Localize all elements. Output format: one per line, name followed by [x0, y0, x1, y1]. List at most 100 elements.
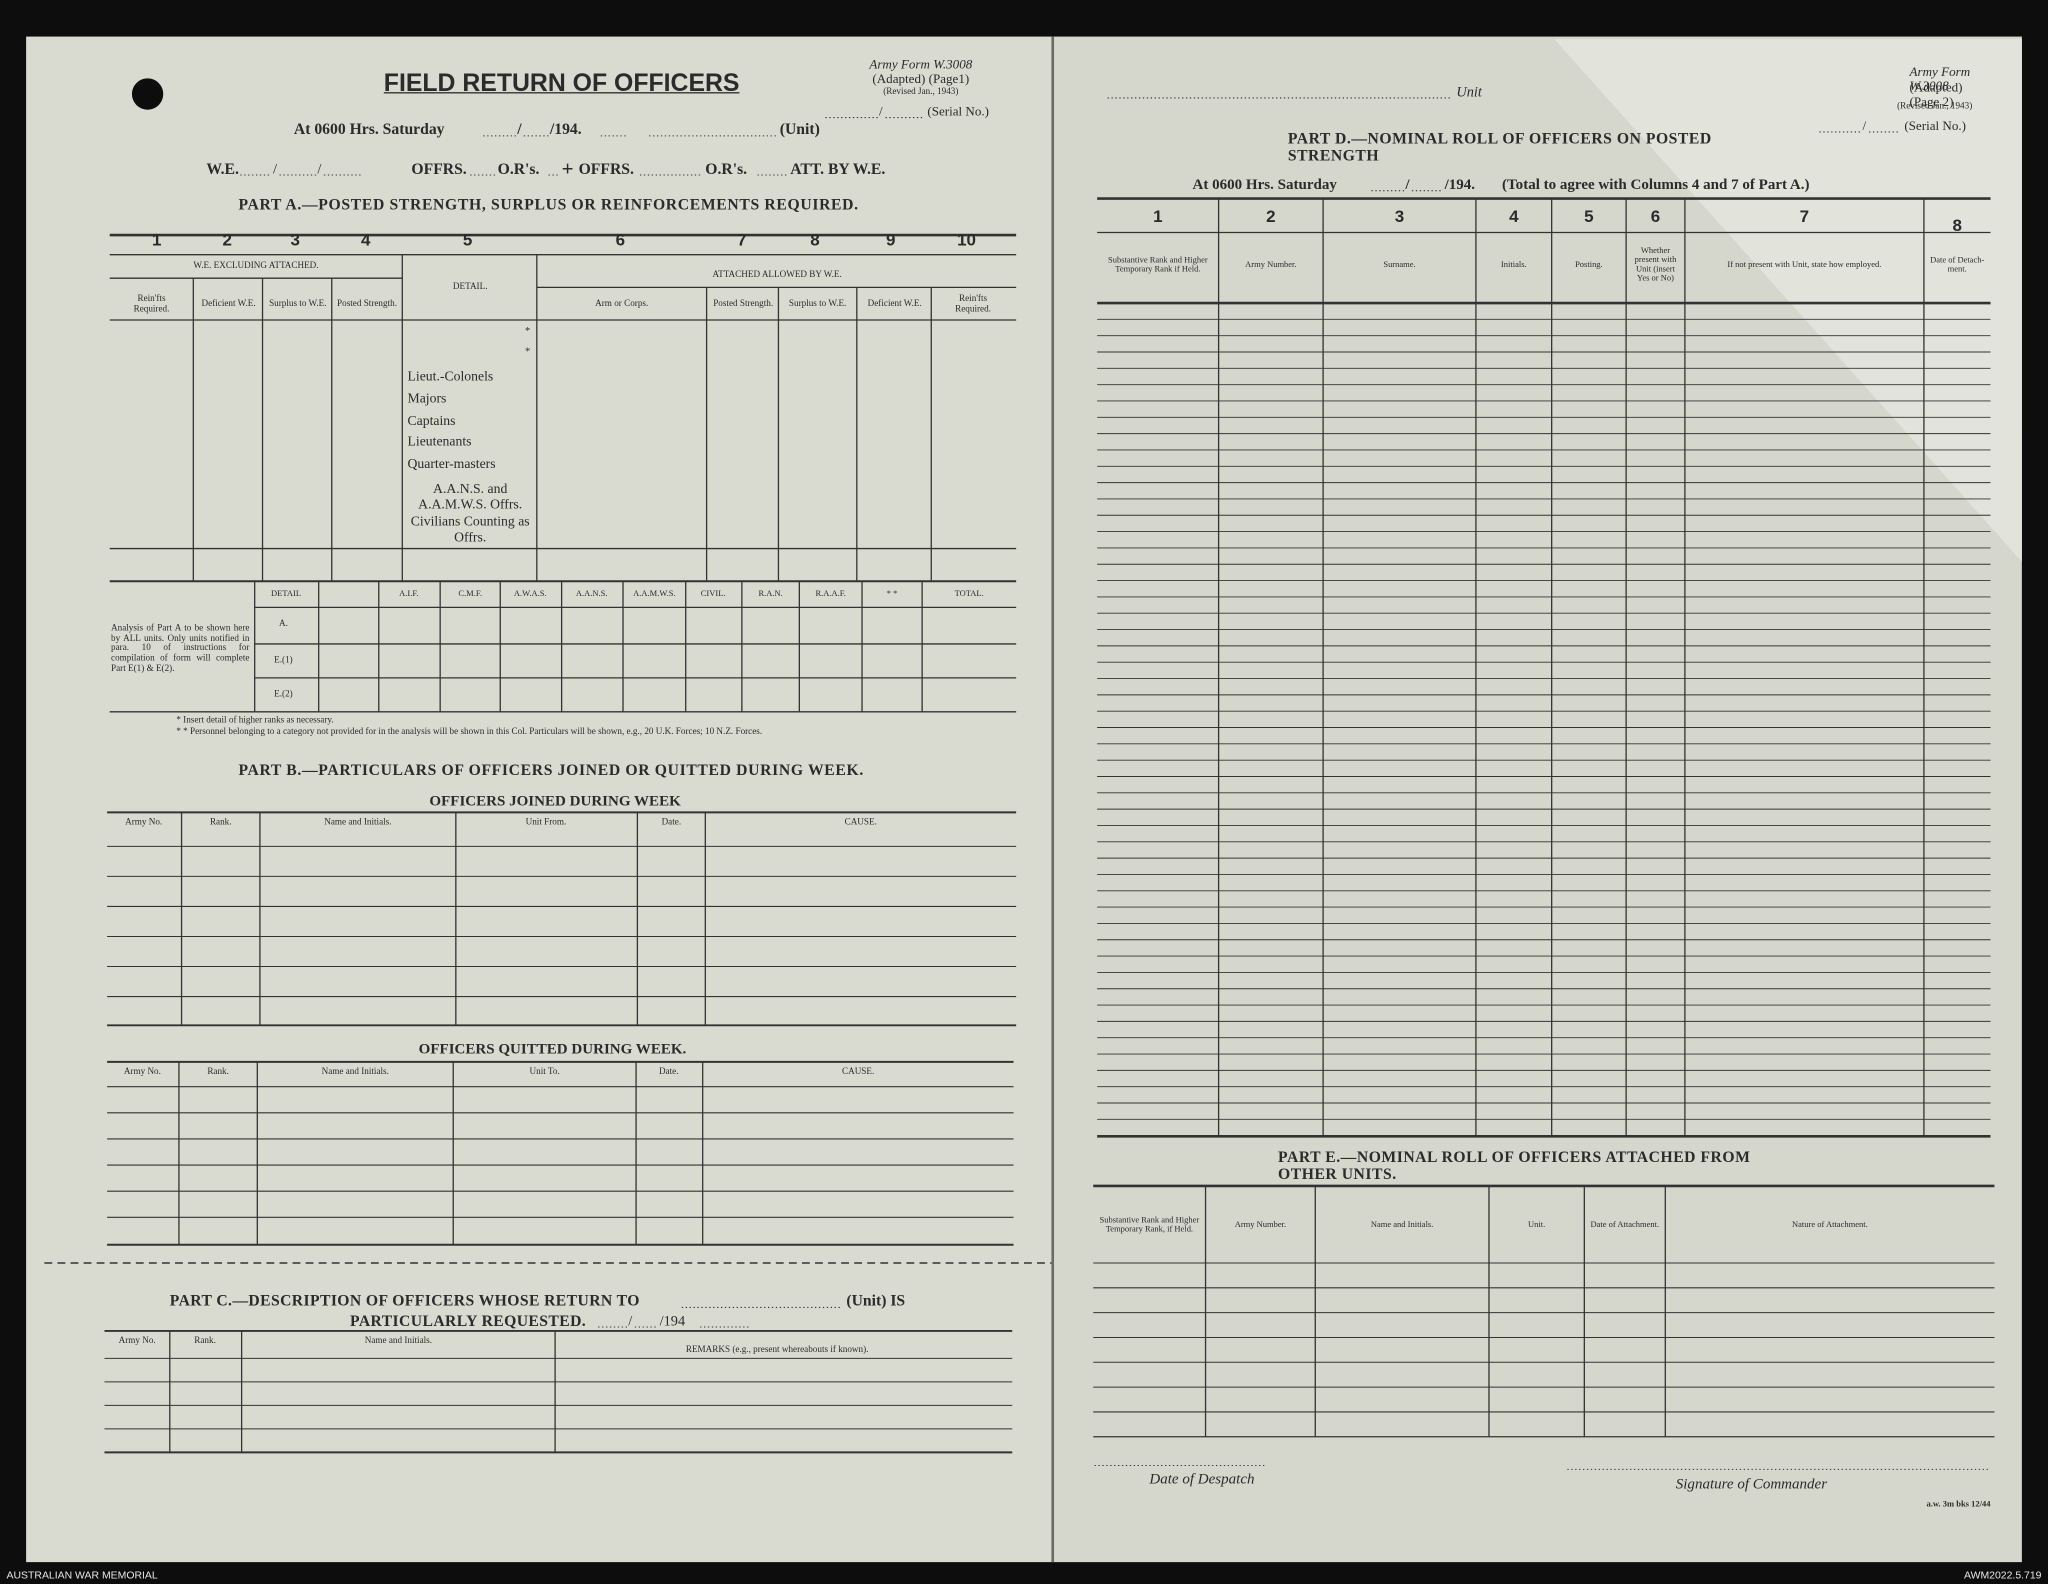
column-header: * * [886, 589, 898, 599]
label: OFFRS. [411, 159, 467, 179]
column-header: Arm or Corps. [595, 297, 649, 309]
section-title: PART E.—NOMINAL ROLL OF OFFICERS ATTACHE… [1278, 1147, 1751, 1184]
label: /194. [549, 119, 582, 138]
label: / [628, 1313, 633, 1330]
footnote: * Insert detail of higher ranks as neces… [176, 714, 334, 726]
column-number: 10 [957, 229, 976, 250]
label: At 0600 Hrs. Saturday [293, 119, 445, 138]
label: (Adapted) (Page 2) [1909, 80, 1963, 110]
column-number: 2 [1266, 206, 1276, 226]
label: Army Form W.3008 [1909, 65, 1971, 95]
label: PARTICULARLY REQUESTED. [350, 1311, 587, 1331]
column-header: C.M.F. [458, 589, 483, 599]
column-number: 4 [360, 229, 371, 250]
label: Date of Despatch [1149, 1471, 1255, 1488]
folded-corner [1554, 39, 2022, 562]
archive-label: AUSTRALIAN WAR MEMORIAL [6, 1569, 158, 1582]
column-number: 7 [1799, 206, 1810, 226]
label: /194. [1444, 177, 1476, 193]
column-number: 2 [222, 229, 232, 250]
column-number: 5 [1584, 206, 1594, 226]
label: (Serial No.) [927, 105, 990, 120]
row-label: E.(1) [274, 654, 293, 666]
column-header: Surplus to W.E. [269, 297, 327, 309]
column-header: Deficient W.E. [201, 297, 256, 309]
label: (Unit) IS [846, 1290, 906, 1310]
column-group: ATTACHED ALLOWED BY W.E. [712, 269, 842, 280]
column-header: Rein'fts Required. [133, 292, 170, 314]
column-header: Unit To. [529, 1065, 560, 1077]
label: O.R's. [497, 159, 540, 179]
column-header: Rank. [207, 1065, 229, 1077]
label: (Revised Jan., 1943) [1897, 100, 1973, 112]
label: (Adapted) (Page1) [872, 72, 970, 87]
column-header: Posted Strength. [337, 297, 397, 309]
row-label: E.(2) [274, 688, 293, 699]
row-label: A. [278, 617, 288, 629]
column-header: Army Number. [1234, 1220, 1287, 1230]
column-header: Date of Detach-ment. [1930, 255, 1985, 275]
column-header: Name and Initials. [364, 1335, 433, 1346]
column-header: CIVIL. [700, 589, 726, 599]
column-number: 6 [1650, 206, 1661, 226]
column-group: W.E. EXCLUDING ATTACHED. [193, 260, 319, 271]
column-header: Date. [661, 816, 682, 827]
column-number: 9 [886, 229, 896, 250]
column-number: 7 [737, 229, 747, 250]
label: OFFRS. [578, 159, 634, 179]
column-number: 1 [152, 229, 162, 250]
label: (Unit) [779, 119, 820, 138]
label: a.w. 3m bks 12/44 [1926, 1499, 1991, 1510]
column-header: Army No. [125, 816, 163, 827]
column-header: Surplus to W.E. [788, 297, 847, 309]
detail-row: Lieutenants [407, 435, 472, 450]
column-header: Substantive Rank and Higher Temporary Ra… [1099, 1215, 1200, 1235]
column-number: 4 [1509, 206, 1519, 226]
label: / [1862, 119, 1867, 134]
column-header: Posted Strength. [713, 297, 774, 309]
label: Signature of Commander [1675, 1476, 1828, 1493]
footnote: * * Personnel belonging to a category no… [176, 726, 763, 737]
column-number: 6 [615, 229, 626, 250]
label: + [561, 158, 574, 181]
label: / [879, 105, 883, 120]
label: / [1405, 177, 1410, 193]
column-header: Unit. [1528, 1220, 1546, 1230]
detail-row: A.A.N.S. and A.A.M.W.S. Offrs. [418, 482, 523, 512]
column-header: Rank. [194, 1335, 216, 1346]
column-group: DETAIL. [452, 281, 488, 292]
column-header: R.A.N. [758, 589, 783, 599]
column-header: A.A.N.S. [575, 589, 608, 599]
label: ATT. BY W.E. [790, 159, 886, 179]
column-header: Posting. [1575, 260, 1603, 270]
column-header: Deficient W.E. [867, 297, 922, 309]
detail-row: Lieut.-Colonels [407, 369, 494, 385]
column-header: DETAIL [271, 589, 302, 599]
column-number: 5 [462, 229, 473, 250]
column-header: Initials. [1500, 260, 1527, 270]
label: / [317, 161, 322, 178]
label: (Revised Jan., 1943) [883, 86, 959, 97]
column-number: 8 [810, 229, 820, 250]
detail-row: Civilians Counting as Offrs. [410, 515, 530, 545]
section-title: PART D.—NOMINAL ROLL OF OFFICERS ON POST… [1287, 129, 1712, 165]
column-header: A.I.F. [399, 589, 419, 599]
label: Unit [1456, 84, 1482, 101]
column-header: Surname. [1383, 260, 1416, 270]
detail-row: Quarter-masters [407, 457, 496, 472]
column-header: Date. [658, 1065, 679, 1077]
label: / [517, 119, 522, 138]
section-title: PART C.—DESCRIPTION OF OFFICERS WHOSE RE… [169, 1290, 640, 1310]
column-header: Army Number. [1245, 260, 1297, 270]
column-header: REMARKS (e.g., present whereabouts if kn… [685, 1344, 869, 1355]
section-title: PART A.—POSTED STRENGTH, SURPLUS OR REIN… [238, 195, 859, 214]
left-sheet [26, 36, 1053, 1563]
label: * [525, 324, 531, 337]
label: (Total to agree with Columns 4 and 7 of … [1502, 177, 1810, 193]
label: / [272, 161, 277, 178]
table-title: OFFICERS JOINED DURING WEEK [429, 793, 681, 810]
column-header: A.A.M.W.S. [633, 589, 676, 599]
